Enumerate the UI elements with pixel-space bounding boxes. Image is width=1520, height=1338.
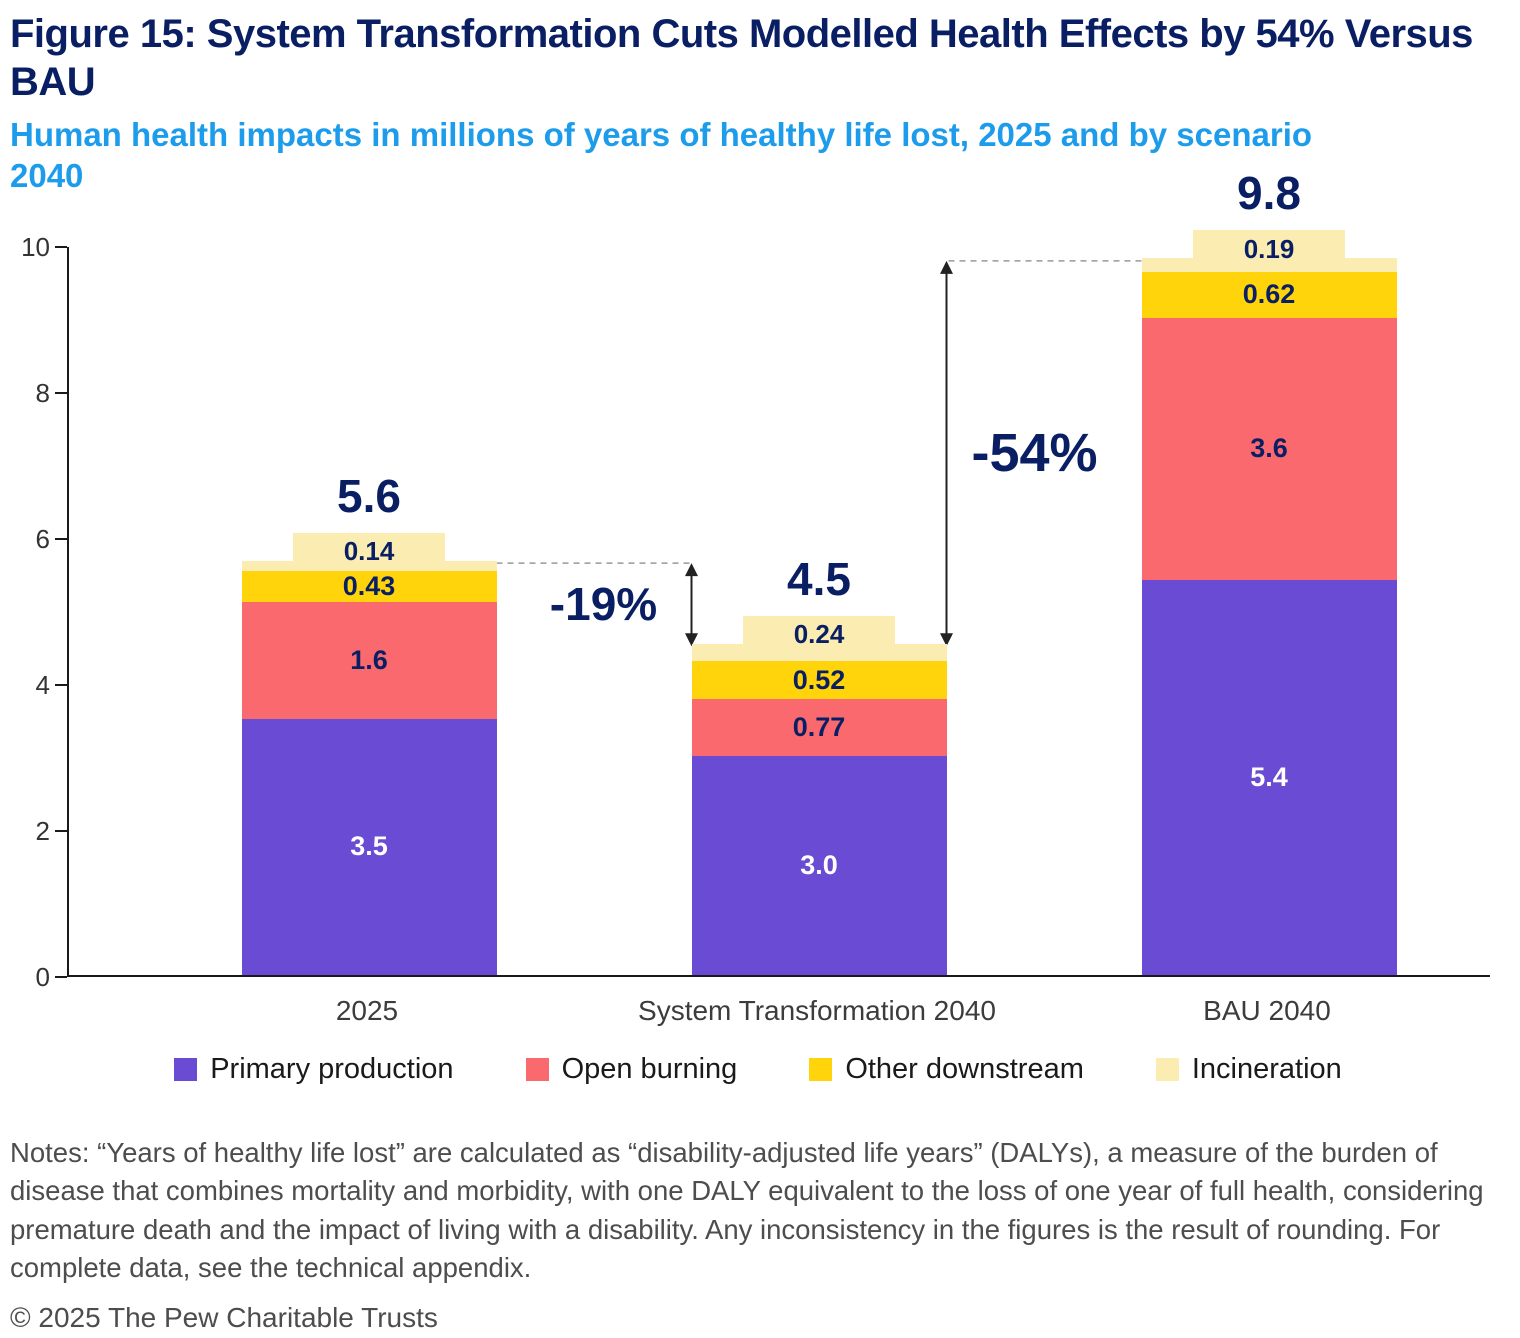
legend-label: Other downstream — [845, 1052, 1084, 1085]
y-axis-tick-mark — [55, 391, 67, 394]
legend: Primary production Open burning Other down… — [10, 1053, 1506, 1086]
segment-value-chip: 0.24 — [743, 615, 895, 654]
y-axis-tick-mark — [55, 975, 67, 978]
segment-value-label: 3.0 — [800, 849, 838, 880]
figure-title: Figure 15: System Transformation Cuts Mo… — [10, 12, 1473, 104]
legend-label: Incineration — [1191, 1052, 1342, 1085]
segment-primary-production-bau-2040: 5.4 — [1141, 580, 1397, 975]
x-axis-label-system-transformation-2040: System Transformation 2040 — [638, 994, 996, 1026]
legend-swatch-open-burning — [525, 1057, 549, 1081]
segment-value-label: 5.4 — [1250, 761, 1288, 792]
annotation-minus-19-percent: -19% — [549, 578, 658, 631]
legend-swatch-incineration — [1155, 1057, 1179, 1081]
segment-value-label: 0.62 — [1242, 279, 1296, 310]
segment-value-label: 0.77 — [792, 711, 846, 742]
segment-value-label: 3.6 — [1250, 433, 1288, 464]
legend-item-incineration: Incineration — [1155, 1052, 1342, 1086]
y-axis-tick-label: 6 — [35, 523, 50, 554]
legend-label: Primary production — [210, 1052, 454, 1085]
legend-item-other-downstream: Other downstream — [809, 1053, 1084, 1086]
segment-value-label: 1.6 — [350, 645, 388, 676]
bar-total-label: 4.5 — [787, 552, 851, 605]
y-axis-tick-label: 0 — [35, 961, 50, 992]
copyright-text: © 2025 The Pew Charitable Trusts — [10, 1301, 438, 1333]
segment-open-burning-bau-2040: 3.6 — [1141, 317, 1397, 581]
y-axis-tick-label: 2 — [35, 815, 50, 846]
plot-area: -19% -54% 3.5 1.6 0.43 0.14 5.6 3.0 0.77 0.52 0.… — [67, 167, 1490, 977]
segment-open-burning-2025: 1.6 — [241, 602, 497, 719]
segment-value-label: 0.43 — [342, 571, 396, 602]
legend-swatch-other-downstream — [809, 1057, 833, 1081]
bar-total-label: 5.6 — [337, 469, 401, 522]
y-axis-tick-label: 4 — [35, 669, 50, 700]
figure-subtitle: Human health impacts in millions of year… — [10, 116, 1313, 195]
segment-primary-production-2025: 3.5 — [241, 719, 497, 975]
segment-primary-production-system-transformation-2040: 3.0 — [691, 755, 947, 975]
bar-total-label: 9.8 — [1237, 167, 1301, 220]
segment-value-label: 3.5 — [350, 831, 388, 862]
y-axis-tick-mark — [55, 829, 67, 832]
y-axis-tick-mark — [55, 537, 67, 540]
segment-other-downstream-bau-2040: 0.62 — [1141, 272, 1397, 318]
segment-value-chip: 0.14 — [293, 532, 445, 571]
annotation-minus-54-percent: -54% — [971, 423, 1098, 484]
chart: 0 2 4 6 8 10 -19% -54% 3.5 1.6 0.43 0.14 5.6 3.0 0.… — [10, 167, 1506, 1037]
notes-text: Notes: “Years of healthy life lost” are … — [10, 1136, 1484, 1284]
legend-item-primary-production: Primary production — [174, 1052, 454, 1086]
legend-item-open-burning: Open burning — [525, 1052, 738, 1086]
x-axis-label-bau-2040: BAU 2040 — [1203, 994, 1331, 1026]
segment-other-downstream-system-transformation-2040: 0.52 — [691, 661, 947, 700]
legend-label: Open burning — [561, 1052, 738, 1085]
x-axis-label-2025: 2025 — [335, 994, 399, 1026]
segment-open-burning-system-transformation-2040: 0.77 — [691, 699, 947, 756]
y-axis-tick-label: 10 — [21, 231, 50, 262]
y-axis-tick-label: 8 — [35, 377, 50, 408]
legend-swatch-primary-production — [174, 1057, 198, 1081]
segment-value-chip: 0.19 — [1193, 230, 1345, 269]
y-axis-tick-mark — [55, 683, 67, 686]
segment-other-downstream-2025: 0.43 — [241, 570, 497, 603]
segment-value-label: 0.52 — [792, 664, 846, 695]
y-axis-tick-mark — [55, 245, 67, 248]
